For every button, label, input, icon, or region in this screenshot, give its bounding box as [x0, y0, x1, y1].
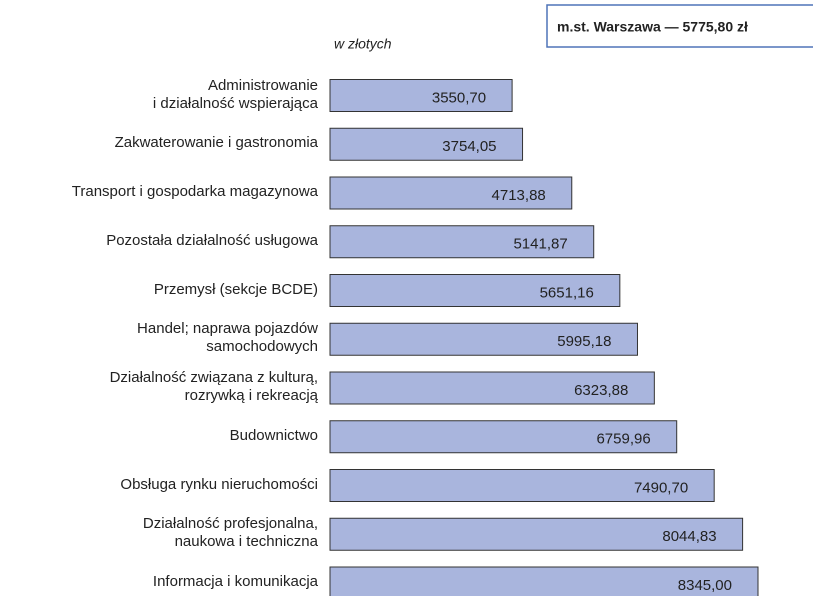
category-label: Działalność związana z kulturą, rozrywką…	[109, 369, 318, 404]
value-label: 5141,87	[513, 236, 567, 253]
value-label: 6759,96	[596, 431, 650, 448]
value-label: 5995,18	[557, 333, 611, 350]
bar	[329, 371, 655, 405]
category-label: Przemysł (sekcje BCDE)	[153, 280, 318, 298]
annotation: m.st. Warszawa — 5775,80 zł	[557, 19, 748, 35]
bar	[329, 566, 759, 596]
value-label: 8044,83	[662, 528, 716, 545]
category-label: Administrowanie i działalność wspierając…	[152, 76, 318, 112]
value-label: 5651,16	[540, 284, 594, 301]
bar	[329, 127, 524, 161]
category-label: Obsługa rynku nieruchomości	[120, 475, 318, 493]
category-label: Zakwaterowanie i gastronomia	[114, 134, 318, 152]
category-label: Informacja i komunikacja	[152, 573, 318, 590]
category-label: Handel; naprawa pojazdów samochodowych	[137, 320, 318, 356]
value-label: 7490,70	[634, 479, 688, 496]
subtitle: w złotych	[334, 36, 392, 52]
category-label: Budownictwo	[229, 426, 318, 444]
value-label: 3754,05	[442, 138, 496, 155]
bar	[329, 469, 715, 502]
bar	[329, 176, 573, 210]
category-label: Pozostała działalność usługowa	[106, 231, 318, 249]
annotation-box	[546, 4, 813, 48]
category-label: Działalność profesjonalna, naukowa i tec…	[142, 515, 318, 551]
value-label: 4713,88	[492, 187, 546, 204]
bar	[329, 517, 744, 551]
category-label: Transport i gospodarka magazynowa	[71, 183, 318, 200]
value-label: 6323,88	[574, 382, 628, 399]
value-label: 3550,70	[432, 89, 486, 106]
bar	[329, 79, 513, 112]
bar	[329, 274, 621, 307]
bar	[329, 420, 678, 454]
bar	[329, 322, 638, 356]
value-label: 8345,00	[678, 577, 732, 594]
bar	[329, 225, 595, 259]
